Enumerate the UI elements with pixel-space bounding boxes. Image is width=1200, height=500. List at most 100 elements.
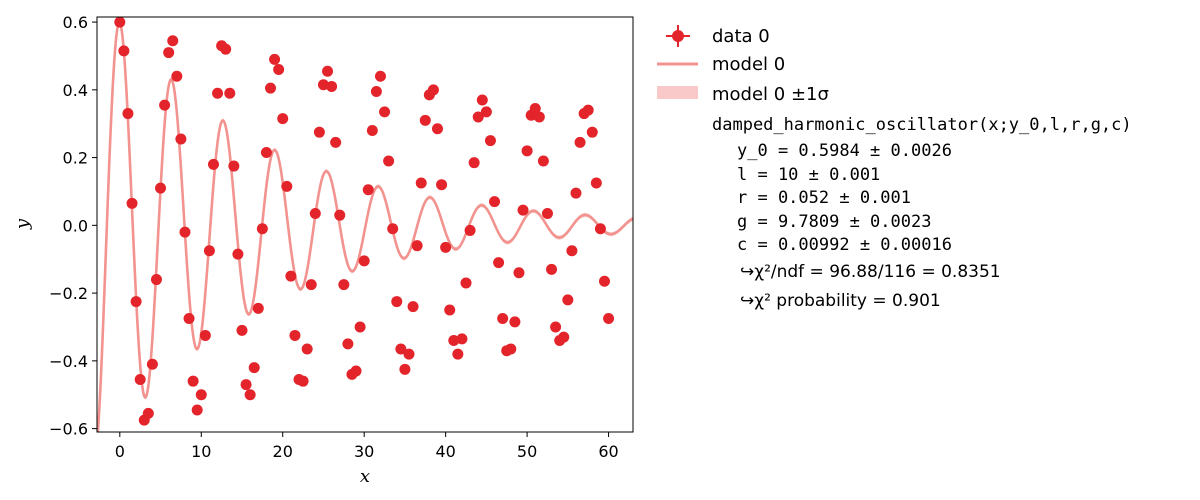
data-point bbox=[175, 133, 187, 145]
legend-chi2-ndf: ↪χ²/ndf = 96.88/116 = 0.8351 bbox=[740, 262, 1001, 282]
data-point bbox=[126, 197, 138, 209]
x-tick-label: 60 bbox=[598, 442, 618, 461]
legend: data 0 model 0 model 0 ±1σ damped_harmon… bbox=[657, 25, 1132, 311]
data-point bbox=[134, 373, 146, 385]
data-point bbox=[468, 157, 480, 169]
plot-frame bbox=[96, 16, 634, 433]
data-point bbox=[484, 135, 496, 147]
y-axis-title: y bbox=[12, 218, 33, 230]
data-point bbox=[533, 111, 545, 123]
data-point bbox=[370, 86, 382, 98]
data-point bbox=[199, 329, 211, 341]
legend-chi2-prob: ↪χ² probability = 0.901 bbox=[740, 291, 941, 311]
y-tick-label: 0.0 bbox=[63, 216, 88, 235]
data-point bbox=[354, 321, 366, 333]
data-point bbox=[212, 87, 224, 99]
data-point bbox=[497, 313, 509, 325]
data-point bbox=[489, 196, 501, 208]
data-point bbox=[411, 240, 423, 252]
data-point bbox=[195, 389, 207, 401]
y-tick-label: 0.2 bbox=[63, 149, 88, 168]
data-point bbox=[171, 70, 183, 82]
y-tick-label: −0.6 bbox=[49, 420, 88, 439]
data-point bbox=[305, 279, 317, 291]
data-point bbox=[273, 64, 285, 76]
x-axis-title: x bbox=[360, 466, 370, 487]
data-point bbox=[248, 362, 260, 374]
x-tick-label: 30 bbox=[354, 442, 374, 461]
data-point bbox=[598, 275, 610, 287]
data-point bbox=[122, 108, 134, 120]
data-point bbox=[521, 145, 533, 157]
data-point bbox=[395, 343, 407, 355]
data-point bbox=[570, 187, 582, 199]
data-point bbox=[289, 329, 301, 341]
data-point bbox=[407, 301, 419, 313]
data-point bbox=[285, 270, 297, 282]
data-point bbox=[566, 245, 578, 257]
data-point bbox=[179, 226, 191, 238]
data-point bbox=[440, 241, 452, 253]
data-point bbox=[252, 302, 264, 314]
data-point bbox=[236, 324, 248, 336]
data-point bbox=[260, 147, 272, 159]
data-point bbox=[220, 43, 232, 55]
x-tick-label: 50 bbox=[517, 442, 537, 461]
data-point bbox=[330, 136, 342, 148]
y-axis: −0.6 −0.4 −0.2 0.0 0.2 0.4 0.6 bbox=[49, 13, 97, 439]
legend-param-g: g = 9.7809 ± 0.0023 bbox=[737, 212, 931, 232]
data-point bbox=[472, 111, 484, 123]
data-point bbox=[427, 84, 439, 96]
data-point bbox=[517, 204, 529, 216]
model-line bbox=[97, 20, 633, 432]
data-points bbox=[114, 17, 615, 426]
data-point bbox=[456, 333, 468, 345]
data-point bbox=[313, 126, 325, 138]
data-point bbox=[155, 182, 167, 194]
data-point bbox=[582, 104, 594, 116]
data-point bbox=[265, 82, 277, 94]
data-point bbox=[391, 296, 403, 308]
data-point bbox=[493, 257, 505, 269]
data-point bbox=[586, 126, 598, 138]
data-point bbox=[163, 47, 175, 59]
legend-band-swatch bbox=[657, 86, 698, 99]
data-point bbox=[541, 207, 553, 219]
y-tick-label: −0.2 bbox=[49, 284, 88, 303]
data-point bbox=[546, 263, 558, 275]
data-point bbox=[374, 70, 386, 82]
data-point bbox=[281, 180, 293, 192]
data-point bbox=[114, 17, 126, 28]
data-point bbox=[338, 279, 350, 291]
data-point bbox=[383, 155, 395, 167]
data-point bbox=[529, 102, 541, 114]
data-point bbox=[146, 358, 158, 370]
plot-area bbox=[97, 17, 633, 432]
y-tick-label: −0.4 bbox=[49, 352, 88, 371]
data-point bbox=[509, 316, 521, 328]
data-point bbox=[256, 223, 268, 235]
data-point bbox=[590, 177, 602, 189]
data-point bbox=[399, 363, 411, 375]
data-point bbox=[350, 365, 362, 377]
data-point bbox=[130, 296, 142, 308]
data-point bbox=[558, 331, 570, 343]
data-point bbox=[436, 179, 448, 191]
data-point bbox=[240, 379, 252, 391]
data-point bbox=[326, 80, 338, 92]
data-point bbox=[334, 209, 346, 221]
data-point bbox=[505, 343, 517, 355]
data-point bbox=[228, 160, 240, 172]
legend-param-l: l = 10 ± 0.001 bbox=[737, 165, 880, 185]
data-point bbox=[431, 123, 443, 135]
data-point bbox=[277, 113, 289, 125]
x-axis: 0 10 20 30 40 50 60 bbox=[115, 432, 619, 461]
data-point bbox=[342, 338, 354, 350]
data-point bbox=[387, 223, 399, 235]
data-point bbox=[480, 106, 492, 118]
data-point bbox=[150, 274, 162, 286]
data-point bbox=[358, 255, 370, 267]
legend-band-label: model 0 ±1σ bbox=[712, 84, 829, 105]
legend-param-y0: y_0 = 0.5984 ± 0.0026 bbox=[737, 141, 952, 161]
